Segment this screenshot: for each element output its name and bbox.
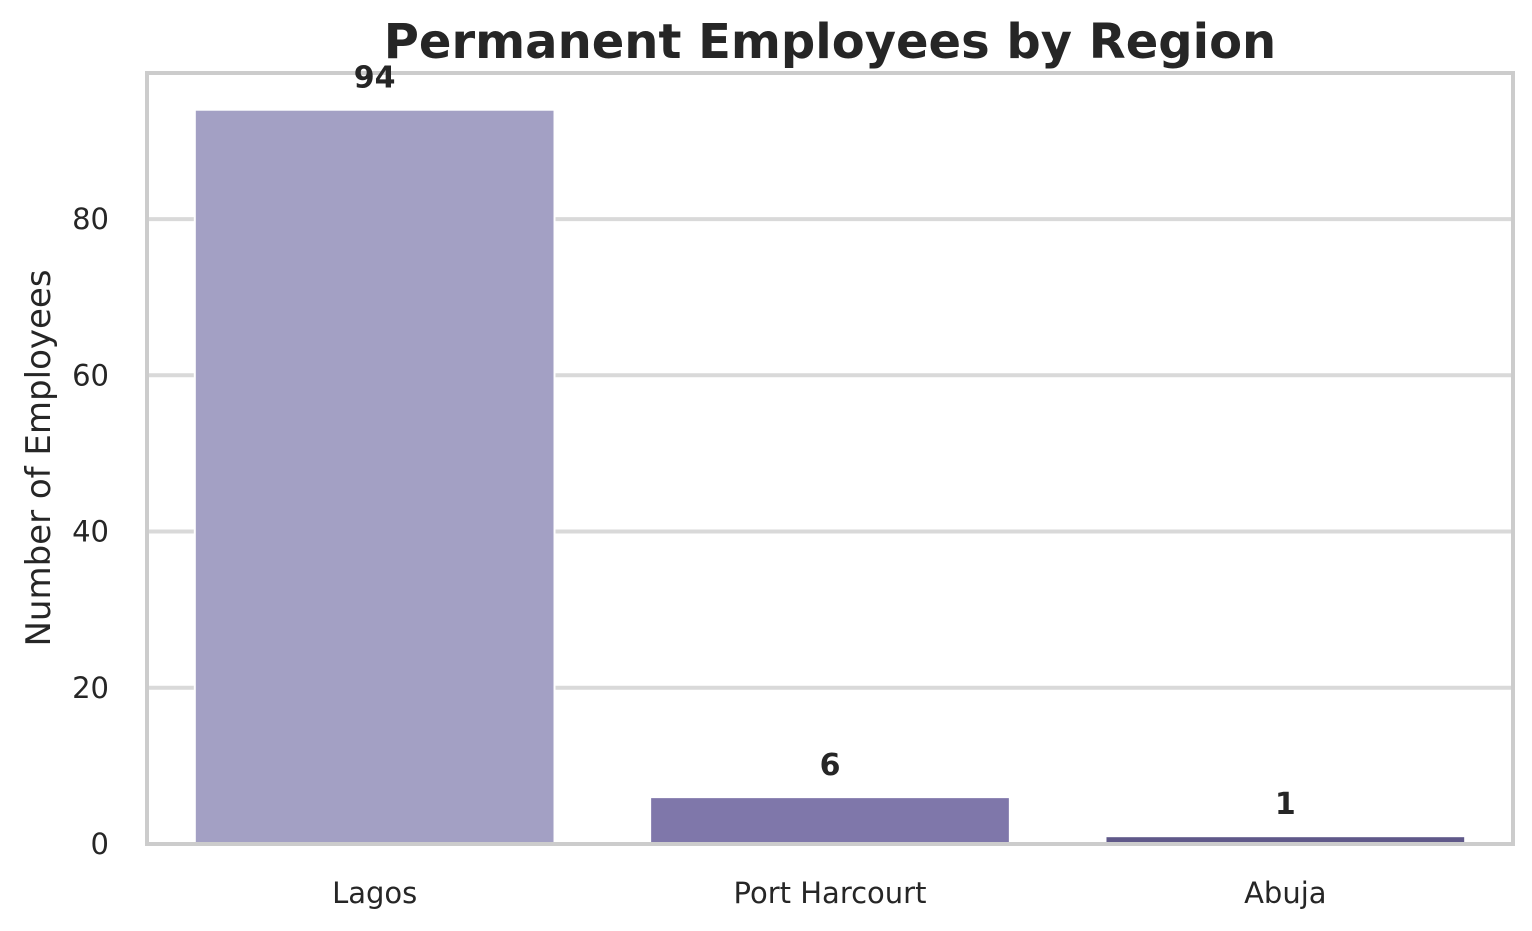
y-tick-label: 40 xyxy=(72,515,109,549)
plot-frame xyxy=(145,71,1515,846)
y-tick-label: 60 xyxy=(72,358,109,392)
bar-port-harcourt xyxy=(649,796,1011,845)
y-axis-label: Number of Employees xyxy=(19,269,59,646)
bar-value-label: 94 xyxy=(354,61,396,96)
y-tick-label: 0 xyxy=(91,827,109,861)
bar-value-label: 6 xyxy=(820,748,841,783)
x-tick-label: Port Harcourt xyxy=(734,876,927,910)
bar-value-labels: 94 6 1 xyxy=(354,61,1296,822)
x-tick-label: Lagos xyxy=(332,876,417,910)
y-tick-labels: 0 20 40 60 80 xyxy=(72,202,109,861)
x-tick-labels: Lagos Port Harcourt Abuja xyxy=(332,876,1326,910)
x-tick-label: Abuja xyxy=(1244,876,1326,910)
chart-title: Permanent Employees by Region xyxy=(384,14,1276,70)
bar-value-label: 1 xyxy=(1275,787,1296,822)
y-tick-label: 80 xyxy=(72,202,109,236)
bar-lagos xyxy=(193,108,556,845)
y-tick-label: 20 xyxy=(72,671,109,705)
